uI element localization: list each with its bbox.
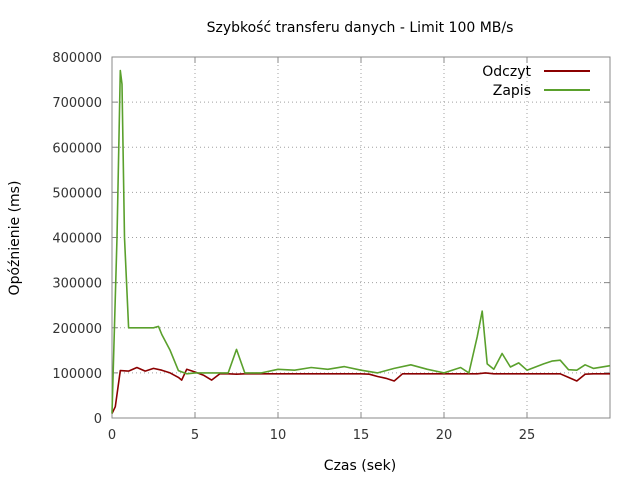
y-axis-label: Opóźnienie (ms) <box>7 181 23 296</box>
y-tick-label: 800000 <box>52 51 102 66</box>
y-tick-label: 200000 <box>52 322 102 337</box>
y-tick-label: 0 <box>94 412 102 427</box>
series-line-odczyt <box>111 366 610 414</box>
legend-label-odczyt: Odczyt <box>482 64 531 80</box>
y-tick-label: 100000 <box>52 367 102 382</box>
legend: Odczyt Zapis <box>482 64 590 99</box>
y-tick-label: 700000 <box>52 96 102 111</box>
y-tick-labels: 0 100000 200000 300000 400000 500000 600000 700… <box>52 51 102 427</box>
y-tick-label: 500000 <box>52 186 102 201</box>
series-line-zapis <box>111 69 611 414</box>
x-axis-label: Czas (sek) <box>324 458 396 474</box>
x-tick-label: 25 <box>519 428 536 443</box>
x-tick-label: 10 <box>270 428 287 443</box>
x-tick-label: 20 <box>436 428 453 443</box>
x-tick-label: 5 <box>191 428 199 443</box>
y-tick-label: 300000 <box>52 277 102 292</box>
x-tick-label: 15 <box>353 428 370 443</box>
y-tick-label: 600000 <box>52 141 102 156</box>
y-tick-label: 400000 <box>52 232 102 247</box>
x-tick-label: 0 <box>108 428 116 443</box>
x-tick-labels: 0 5 10 15 20 25 <box>108 428 535 443</box>
chart-title: Szybkość transferu danych - Limit 100 MB… <box>207 20 514 36</box>
legend-label-zapis: Zapis <box>493 83 531 99</box>
grid <box>112 57 610 418</box>
series <box>111 69 611 414</box>
